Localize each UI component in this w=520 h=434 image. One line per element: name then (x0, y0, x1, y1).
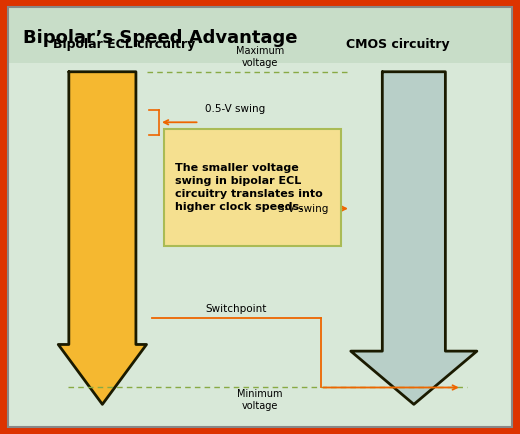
Text: 3-V swing: 3-V swing (278, 204, 328, 214)
Text: 0.5-V swing: 0.5-V swing (204, 104, 265, 114)
Text: Maximum
voltage: Maximum voltage (236, 46, 284, 68)
Text: Minimum
voltage: Minimum voltage (237, 389, 283, 411)
Text: Bipolar’s Speed Advantage: Bipolar’s Speed Advantage (23, 29, 297, 47)
Text: Bipolar ECL circuitry: Bipolar ECL circuitry (53, 38, 196, 51)
Text: Switchpoint: Switchpoint (205, 304, 267, 314)
Bar (8, 63, 512, 427)
Text: CMOS circuitry: CMOS circuitry (346, 38, 449, 51)
FancyBboxPatch shape (164, 128, 341, 247)
Polygon shape (58, 72, 147, 404)
Bar (8, 7, 512, 63)
Polygon shape (351, 72, 477, 404)
Text: The smaller voltage
swing in bipolar ECL
circuitry translates into
higher clock : The smaller voltage swing in bipolar ECL… (175, 163, 323, 212)
